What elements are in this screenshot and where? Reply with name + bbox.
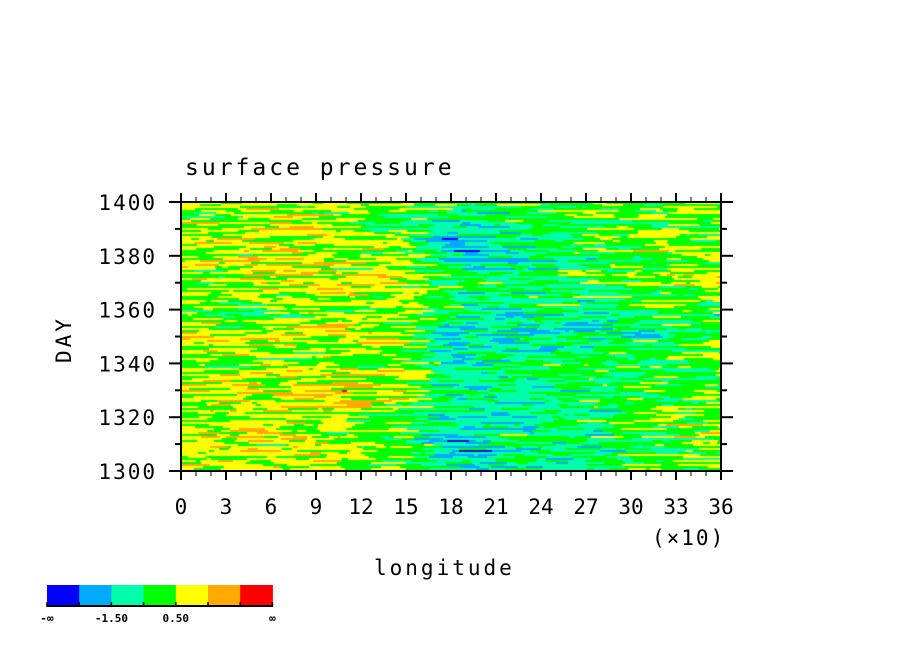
x-scale-note: (×10) <box>652 526 725 550</box>
x-tick-label: 6 <box>265 495 278 519</box>
y-tick-labels: 1300 1320 1340 1360 1380 1400 <box>98 191 157 484</box>
x-tick-label: 18 <box>438 495 463 519</box>
colorbar-label: -1.50 <box>95 612 128 625</box>
colorbar-swatch <box>208 585 241 606</box>
x-tick-labels: 0 3 6 9 12 15 18 21 24 27 30 33 36 <box>175 495 734 519</box>
y-axis-label: DAY <box>52 316 76 363</box>
colorbar-swatch <box>175 585 209 606</box>
x-tick-label: 30 <box>618 495 643 519</box>
plot-frame <box>180 201 722 472</box>
x-tick-label: 27 <box>573 495 598 519</box>
x-tick-label: 3 <box>220 495 233 519</box>
colorbar-swatch <box>111 585 145 606</box>
y-tick-label: 1400 <box>98 191 157 215</box>
colorbar-swatch <box>143 585 177 606</box>
colorbar-swatch <box>79 585 112 606</box>
y-tick-label: 1360 <box>98 299 157 323</box>
y-tick-label: 1340 <box>98 352 157 376</box>
colorbar-swatch <box>47 585 80 606</box>
colorbar: -∞ -1.50 0.50 ∞ <box>40 585 276 625</box>
x-axis-label: longitude <box>374 556 515 580</box>
y-tick-label: 1300 <box>98 460 157 484</box>
x-tick-label: 15 <box>393 495 418 519</box>
heatmap-field <box>181 202 721 471</box>
y-tick-label: 1380 <box>98 245 157 269</box>
x-tick-label: 24 <box>528 495 553 519</box>
y-tick-label: 1320 <box>98 406 157 430</box>
x-tick-label: 9 <box>310 495 323 519</box>
x-tick-label: 21 <box>483 495 508 519</box>
tick-marks <box>169 193 733 480</box>
x-tick-label: 36 <box>708 495 733 519</box>
x-tick-label: 33 <box>663 495 688 519</box>
chart-title: surface pressure <box>185 155 455 181</box>
colorbar-label: ∞ <box>269 612 276 625</box>
colorbar-label: -∞ <box>40 612 54 625</box>
colorbar-swatch <box>240 585 273 606</box>
x-tick-label: 0 <box>175 495 188 519</box>
x-tick-label: 12 <box>348 495 373 519</box>
colorbar-label: 0.50 <box>163 612 190 625</box>
